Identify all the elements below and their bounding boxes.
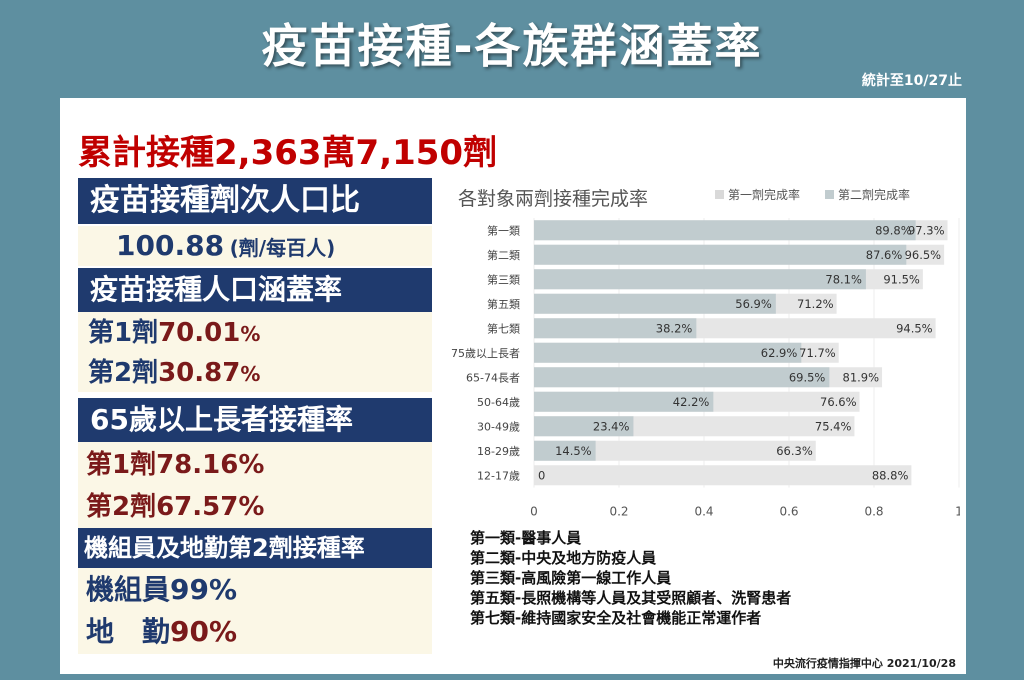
data-label-dose2: 69.5%: [789, 370, 826, 384]
y-tick-label: 第七類: [487, 321, 520, 335]
bar-dose2: [534, 244, 907, 265]
data-label-dose2: 62.9%: [761, 346, 798, 360]
coverage-dose2: 第2劑30.87%: [88, 356, 260, 393]
data-label-dose2: 14.5%: [555, 444, 592, 458]
data-label-dose2: 78.1%: [825, 272, 862, 286]
data-label-dose1: 88.8%: [872, 468, 909, 482]
y-tick-label: 12-17歲: [477, 468, 520, 482]
y-tick-label: 65-74長者: [466, 371, 520, 384]
coverage-chart: 各對象兩劑接種完成率 第一劑完成率 第二劑完成率 0 0.2 0.4 0.6 0.8 1 第一類 8…: [440, 180, 963, 520]
bar-dose2: [534, 416, 634, 437]
elderly-title: 65歲以上長者接種率: [78, 398, 432, 442]
data-label-dose2: 0: [538, 468, 545, 482]
crew-values: 機組員99% 地 勤90%: [78, 568, 432, 654]
y-tick-label: 50-64歲: [477, 395, 520, 409]
x-tick-label: 1: [955, 505, 960, 519]
data-label-dose2: 89.8%: [875, 223, 912, 237]
data-label-dose2: 23.4%: [593, 419, 630, 433]
bar-dose1: [534, 465, 912, 486]
coverage-title: 疫苗接種人口涵蓋率: [78, 268, 432, 312]
coverage-dose2-label: 第2劑: [88, 358, 159, 388]
y-tick-label: 75歲以上長者: [451, 346, 520, 360]
ratio-value: 100.88: [116, 229, 225, 262]
data-label-dose1: 81.9%: [843, 370, 880, 384]
data-label-dose1: 71.2%: [797, 297, 834, 311]
legend-swatch: [825, 190, 834, 199]
data-label-dose2: 42.2%: [673, 395, 710, 409]
ratio-value-row: 100.88 (劑/每百人): [78, 226, 432, 266]
chart-title: 各對象兩劑接種完成率: [458, 188, 648, 210]
y-tick-label: 18-29歲: [477, 444, 520, 458]
data-label-dose1: 94.5%: [896, 321, 933, 335]
data-label-dose1: 75.4%: [815, 419, 852, 433]
y-tick-label: 30-49歲: [477, 419, 520, 433]
x-tick-label: 0: [530, 505, 538, 519]
category-notes: 第一類-醫事人員 第二類-中央及地方防疫人員 第三類-高風險第一線工作人員 第五…: [470, 528, 791, 628]
note-item: 第三類-高風險第一線工作人員: [470, 569, 672, 587]
elderly-values: 第1劑78.16% 第2劑67.57%: [78, 442, 432, 528]
bar-dose2: [534, 269, 866, 290]
bar-dose2: [534, 318, 697, 339]
note-item: 第五類-長照機構等人員及其受照顧者、洗腎患者: [470, 589, 792, 607]
footer-source: 中央流行疫情指揮中心 2021/10/28: [772, 657, 956, 670]
note-item: 第七類-維持國家安全及社會機能正常運作者: [470, 609, 762, 627]
coverage-dose1: 第1劑70.01%: [88, 316, 260, 353]
legend-label: 第二劑完成率: [838, 187, 910, 202]
x-tick-label: 0.4: [694, 505, 713, 519]
ground-label: 地 勤: [86, 615, 171, 648]
ratio-title: 疫苗接種劑次人口比: [78, 178, 432, 224]
coverage-dose1-label: 第1劑: [88, 318, 159, 348]
legend-label: 第一劑完成率: [728, 187, 800, 202]
data-label-dose2: 87.6%: [866, 248, 903, 262]
y-tick-label: 第一類: [487, 223, 520, 237]
ratio-unit: (劑/每百人): [229, 236, 336, 260]
coverage-dose1-percent: %: [240, 322, 261, 346]
coverage-dose1-value: 70.01: [158, 318, 241, 348]
total-doses: 累計接種2,363萬7,150劑: [78, 133, 498, 173]
data-label-dose1: 71.7%: [799, 346, 836, 360]
note-item: 第一類-醫事人員: [470, 529, 582, 547]
crew-title: 機組員及地勤第2劑接種率: [78, 528, 432, 568]
ground-value: 90%: [170, 615, 238, 648]
data-label-dose1: 97.3%: [908, 223, 945, 237]
data-label-dose1: 96.5%: [905, 248, 942, 262]
x-tick-label: 0.2: [609, 505, 628, 519]
y-tick-label: 第三類: [487, 272, 520, 286]
bar-dose1: [534, 440, 816, 461]
data-label-dose1: 76.6%: [820, 395, 857, 409]
crew-value: 機組員99%: [86, 573, 238, 606]
coverage-values: 第1劑70.01% 第2劑30.87%: [78, 312, 432, 392]
data-label-dose2: 38.2%: [656, 321, 693, 335]
note-item: 第二類-中央及地方防疫人員: [470, 549, 657, 567]
data-label-dose1: 91.5%: [883, 272, 920, 286]
legend-swatch: [715, 190, 724, 199]
elderly-dose2: 第2劑67.57%: [86, 492, 265, 522]
bar-dose2: [534, 342, 802, 363]
x-tick-label: 0.8: [864, 505, 883, 519]
bar-dose2: [534, 367, 830, 388]
ground-row: 地 勤90%: [86, 614, 237, 650]
coverage-dose2-value: 30.87: [158, 358, 241, 388]
bar-dose2: [534, 293, 776, 314]
y-tick-label: 第二類: [487, 248, 520, 262]
bar-dose2: [534, 440, 596, 461]
bar-dose2: [534, 220, 916, 241]
x-tick-label: 0.6: [779, 505, 798, 519]
y-tick-label: 第五類: [487, 297, 520, 311]
data-label-dose1: 66.3%: [776, 444, 813, 458]
coverage-dose2-percent: %: [240, 362, 261, 386]
page-title: 疫苗接種-各族群涵蓋率: [261, 19, 763, 73]
bar-dose2: [534, 391, 714, 412]
chart-svg: 各對象兩劑接種完成率 第一劑完成率 第二劑完成率 0 0.2 0.4 0.6 0.8 1 第一類 8…: [451, 187, 963, 519]
data-label-dose2: 56.9%: [735, 297, 772, 311]
elderly-dose1: 第1劑78.16%: [86, 450, 265, 480]
date-note: 統計至10/27止: [861, 73, 962, 89]
